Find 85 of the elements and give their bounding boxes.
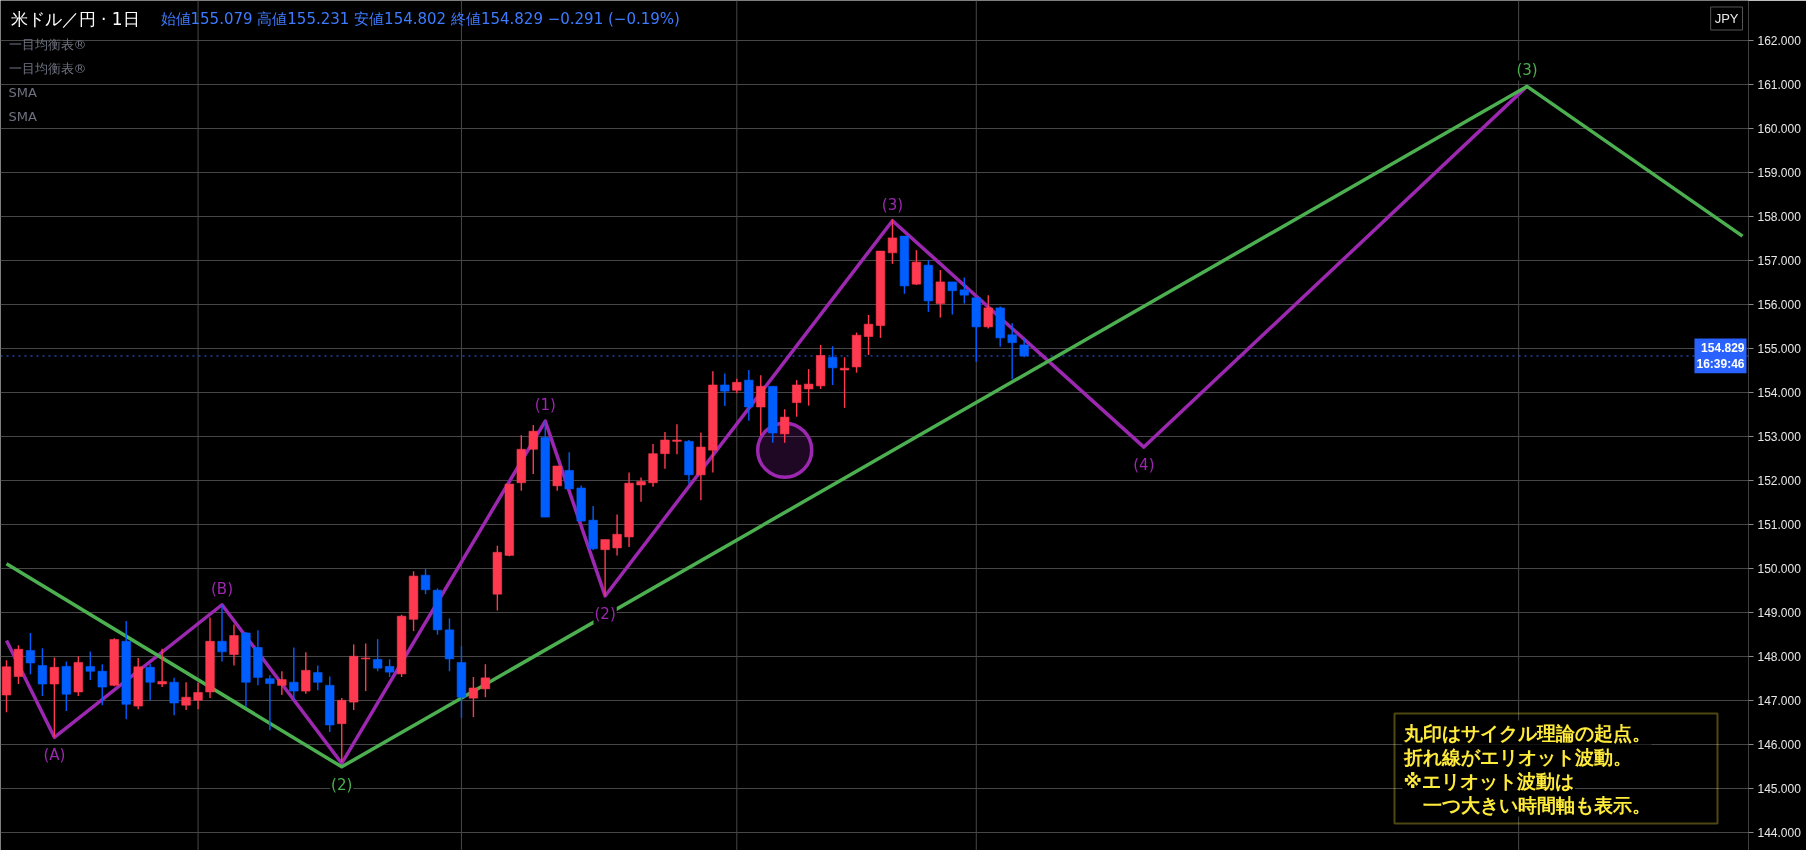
y-tick-label: 161.000 bbox=[1757, 77, 1802, 92]
y-tick-label: 148.000 bbox=[1757, 650, 1802, 665]
candlestick bbox=[49, 656, 59, 739]
annotation: JPY bbox=[1714, 11, 1739, 26]
annotation: 折れ線がエリオット波動。 bbox=[1402, 745, 1632, 768]
candlestick bbox=[97, 663, 107, 706]
y-tick-label: 146.000 bbox=[1757, 738, 1802, 753]
y-tick-label: 154.000 bbox=[1757, 385, 1802, 400]
candlestick bbox=[612, 513, 622, 557]
annotation: (1) bbox=[534, 396, 556, 415]
candlestick bbox=[660, 431, 670, 470]
annotation: (3) bbox=[1516, 61, 1538, 80]
y-tick-label: 149.000 bbox=[1757, 606, 1802, 621]
candlestick bbox=[169, 677, 179, 716]
candlestick bbox=[863, 314, 874, 356]
y-tick-label: 144.000 bbox=[1757, 826, 1802, 841]
y-tick-label: 145.000 bbox=[1757, 782, 1802, 797]
y-tick-label: 162.000 bbox=[1757, 33, 1802, 48]
candlestick bbox=[636, 476, 646, 503]
annotation: 一目均衡表® bbox=[8, 61, 87, 76]
candlestick bbox=[827, 345, 838, 386]
candlestick bbox=[552, 465, 562, 492]
candlestick bbox=[959, 276, 969, 305]
text: 始値155.079 高値155.231 安値154.802 終値154.829 −0.291 (−0.19%) bbox=[160, 9, 680, 28]
candlestick bbox=[145, 663, 155, 702]
annotation: (B) bbox=[211, 579, 233, 598]
candlestick bbox=[85, 650, 95, 681]
y-tick-label: 156.000 bbox=[1757, 297, 1802, 312]
y-tick-label: 160.000 bbox=[1757, 121, 1802, 136]
candlestick bbox=[600, 538, 610, 597]
candlestick bbox=[277, 670, 287, 696]
candlestick bbox=[672, 423, 682, 455]
annotation: SMA bbox=[8, 109, 37, 124]
candlestick bbox=[911, 249, 922, 286]
candlestick bbox=[25, 632, 36, 676]
y-tick-label: 155.000 bbox=[1757, 341, 1802, 356]
ref-line-label: 154.829 16:39:46 bbox=[1696, 340, 1745, 372]
candlestick bbox=[468, 676, 479, 718]
candlestick bbox=[373, 638, 383, 672]
annotation: (2) bbox=[331, 775, 353, 794]
annotation: 一つ大きい時間軸も表示。 bbox=[1403, 793, 1651, 816]
text: 米ドル／円 · 1日 bbox=[10, 8, 140, 29]
candlestick bbox=[229, 623, 239, 667]
candlestick bbox=[193, 682, 203, 710]
candlestick bbox=[337, 697, 347, 763]
candlestick bbox=[313, 664, 323, 691]
candlestick bbox=[217, 604, 227, 663]
candlestick bbox=[780, 408, 790, 444]
candlestick bbox=[37, 647, 48, 697]
candlestick bbox=[157, 648, 167, 688]
candlestick bbox=[301, 651, 311, 695]
candlestick bbox=[720, 372, 730, 407]
candlestick bbox=[420, 568, 431, 595]
annotation: (A) bbox=[43, 746, 66, 765]
candlestick bbox=[480, 663, 490, 698]
candlestick bbox=[839, 356, 850, 409]
y-tick-label: 158.000 bbox=[1757, 209, 1802, 224]
y-tick-label: 150.000 bbox=[1757, 562, 1802, 577]
annotation: (4) bbox=[1133, 456, 1155, 475]
candlestick bbox=[983, 294, 993, 330]
y-tick-label: 153.000 bbox=[1757, 430, 1802, 445]
annotation: ※エリオット波動は bbox=[1403, 769, 1574, 792]
candlestick bbox=[1007, 322, 1017, 380]
candlestick bbox=[564, 451, 574, 490]
y-tick-label: 152.000 bbox=[1757, 474, 1802, 489]
y-tick-label: 151.000 bbox=[1757, 518, 1802, 533]
candlestick bbox=[935, 269, 945, 319]
annotation: 丸印はサイクル理論の起点。 bbox=[1402, 721, 1651, 744]
annotation: 一目均衡表® bbox=[8, 37, 87, 52]
candlestick bbox=[289, 646, 299, 701]
candlestick bbox=[947, 281, 957, 316]
y-tick-label: 147.000 bbox=[1757, 694, 1802, 709]
candlestick bbox=[887, 218, 898, 265]
candlestick bbox=[804, 368, 814, 407]
candlestick bbox=[792, 379, 802, 418]
annotation: SMA bbox=[8, 85, 37, 100]
y-tick-label: 157.000 bbox=[1757, 253, 1802, 268]
annotation: (2) bbox=[594, 604, 616, 623]
y-tick-label: 159.000 bbox=[1757, 165, 1802, 180]
candlestick bbox=[265, 674, 275, 731]
candlestick bbox=[181, 681, 191, 711]
candlestick bbox=[756, 374, 766, 436]
candlestick bbox=[361, 642, 371, 692]
candlestick bbox=[528, 424, 538, 475]
annotation: (3) bbox=[881, 195, 904, 214]
